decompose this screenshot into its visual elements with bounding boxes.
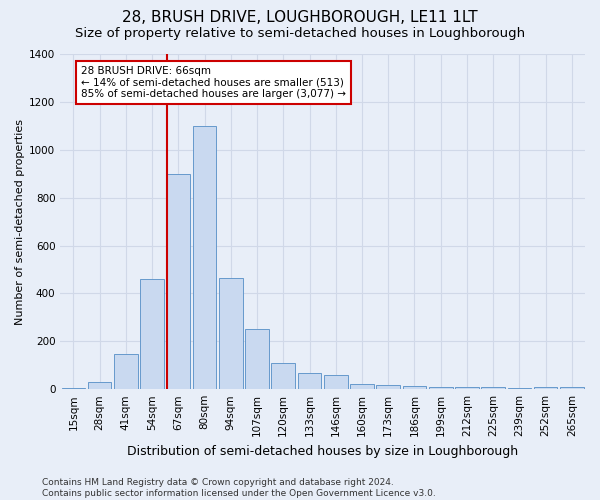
Bar (481, 388, 505, 389)
Bar (350, 384, 374, 389)
Bar (245, 330, 269, 389)
Bar (403, 386, 426, 389)
Bar (560, 388, 584, 389)
Text: 28, BRUSH DRIVE, LOUGHBOROUGH, LE11 1LT: 28, BRUSH DRIVE, LOUGHBOROUGH, LE11 1LT (122, 10, 478, 25)
Bar (140, 279, 164, 389)
Bar (376, 385, 400, 389)
X-axis label: Distribution of semi-detached houses by size in Loughborough: Distribution of semi-detached houses by … (127, 444, 518, 458)
Bar (429, 388, 452, 389)
Y-axis label: Number of semi-detached properties: Number of semi-detached properties (15, 118, 25, 324)
Bar (167, 174, 190, 389)
Bar (508, 388, 531, 389)
Bar (324, 376, 347, 389)
Bar (114, 354, 137, 389)
Bar (62, 388, 85, 389)
Bar (271, 364, 295, 389)
Bar (219, 278, 242, 389)
Bar (534, 387, 557, 389)
Bar (88, 382, 112, 389)
Bar (298, 373, 322, 389)
Text: Size of property relative to semi-detached houses in Loughborough: Size of property relative to semi-detach… (75, 28, 525, 40)
Bar (455, 387, 479, 389)
Text: 28 BRUSH DRIVE: 66sqm
← 14% of semi-detached houses are smaller (513)
85% of sem: 28 BRUSH DRIVE: 66sqm ← 14% of semi-deta… (81, 66, 346, 99)
Bar (193, 126, 217, 389)
Text: Contains HM Land Registry data © Crown copyright and database right 2024.
Contai: Contains HM Land Registry data © Crown c… (42, 478, 436, 498)
